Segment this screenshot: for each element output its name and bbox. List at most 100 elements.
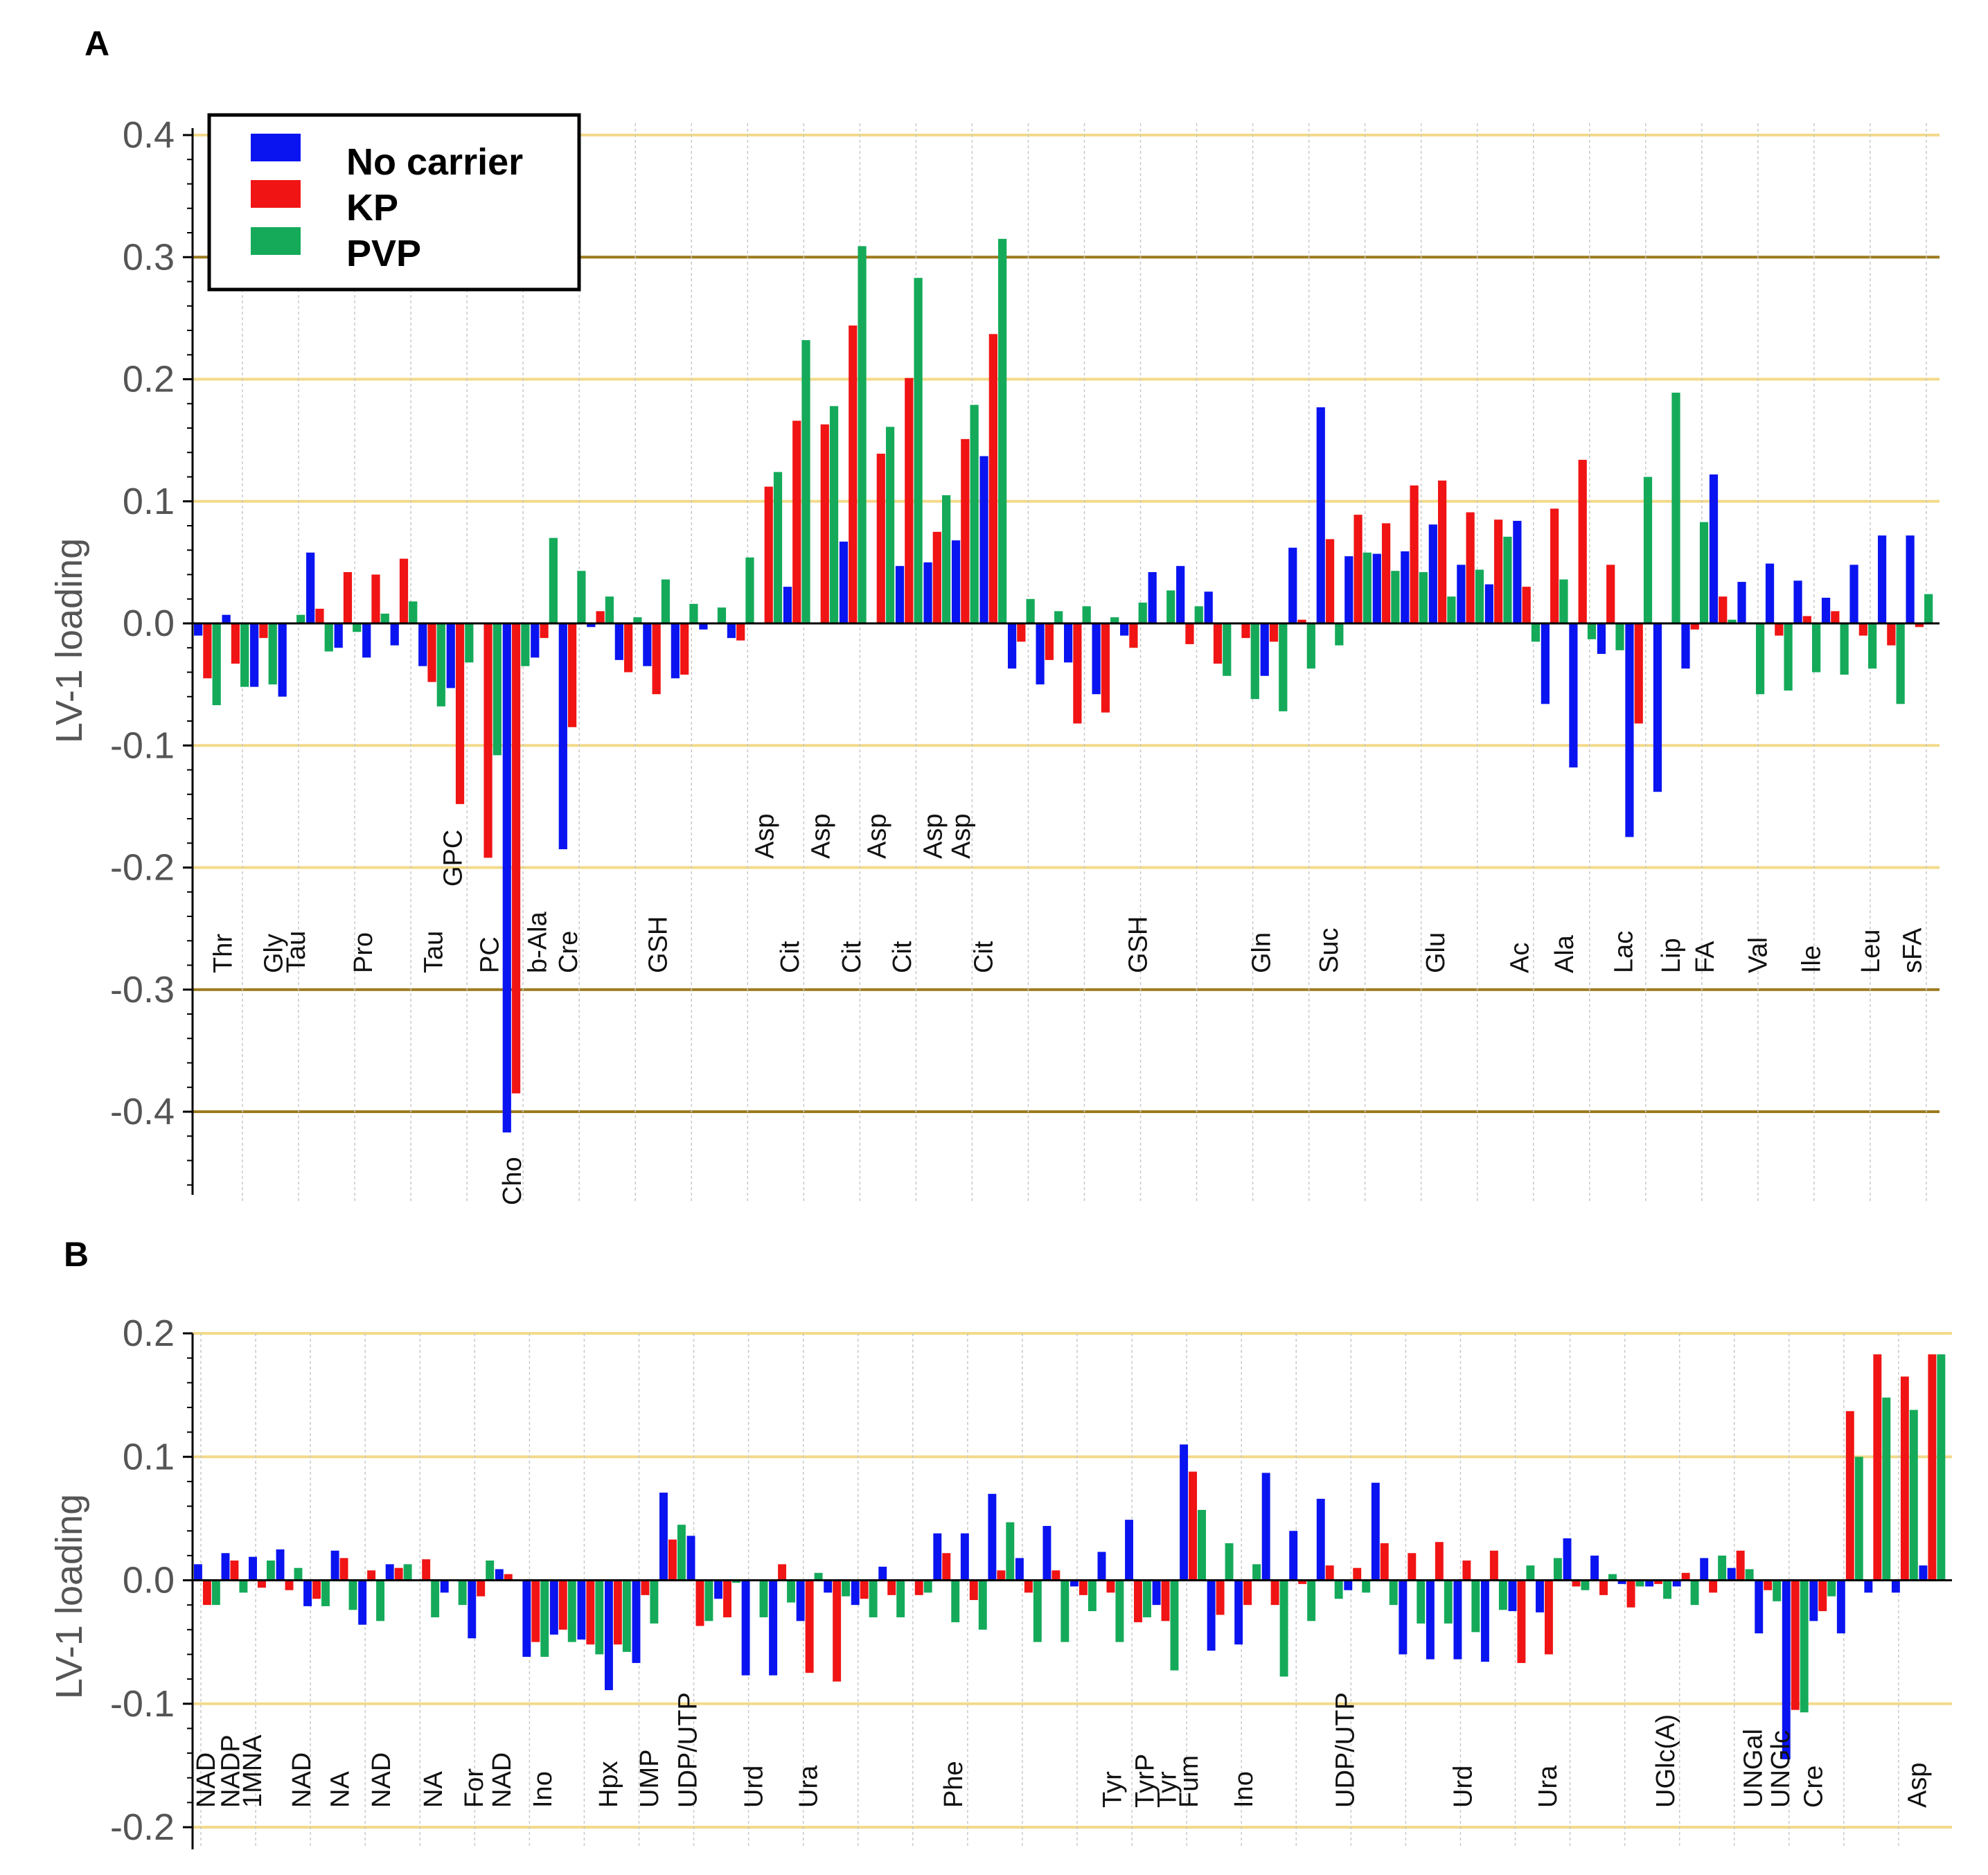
bar-no-carrier	[1064, 623, 1073, 663]
bar-kp	[1791, 1580, 1800, 1710]
bar-pvp	[1194, 606, 1203, 623]
bar-pvp	[577, 571, 586, 623]
bar-kp	[969, 1580, 978, 1601]
bar-kp	[1269, 623, 1279, 642]
bar-no-carrier	[1536, 1580, 1544, 1612]
bar-pvp	[549, 537, 558, 624]
bar-kp	[997, 1570, 1006, 1581]
bar-pvp	[1868, 623, 1877, 669]
bar-kp	[778, 1564, 787, 1581]
bar-no-carrier	[783, 587, 792, 624]
category-label: UDP/UTP	[674, 1692, 703, 1808]
category-label: NA	[419, 1771, 448, 1808]
bar-no-carrier	[549, 1580, 558, 1635]
category-label: NAD	[287, 1752, 317, 1808]
bar-no-carrier	[249, 1556, 257, 1581]
bar-pvp	[1335, 623, 1344, 646]
bar-no-carrier	[1597, 623, 1606, 655]
bar-kp	[399, 558, 409, 623]
category-label: Asp	[1903, 1763, 1933, 1808]
bar-no-carrier	[1120, 623, 1129, 636]
bar-no-carrier	[1484, 584, 1493, 623]
bar-pvp	[633, 617, 642, 623]
bar-no-carrier	[1344, 556, 1354, 623]
bar-no-carrier	[1426, 1580, 1435, 1660]
bar-kp	[1845, 1411, 1854, 1581]
category-label: Ura	[1534, 1765, 1563, 1808]
bar-pvp	[1503, 536, 1512, 623]
bar-no-carrier	[577, 1580, 586, 1640]
bar-kp	[1129, 623, 1138, 648]
bar-pvp	[486, 1560, 495, 1581]
bar-no-carrier	[933, 1533, 942, 1581]
bar-pvp	[1082, 606, 1091, 623]
bar-kp	[315, 608, 324, 623]
bar-no-carrier	[741, 1580, 750, 1676]
y-tick-label: -0.2	[110, 1806, 175, 1848]
bar-pvp	[521, 623, 530, 666]
legend-label-kp: KP	[346, 187, 398, 229]
bar-kp	[1517, 1580, 1526, 1663]
category-label: Cit	[888, 941, 917, 973]
y-tick-label: 0.1	[123, 1436, 175, 1477]
bar-pvp	[885, 427, 895, 623]
bar-pvp	[1225, 1543, 1234, 1581]
bar-pvp	[1006, 1522, 1015, 1581]
bar-pvp	[1198, 1509, 1206, 1581]
bar-no-carrier	[1563, 1538, 1572, 1581]
panel-a-bars	[194, 238, 1933, 1132]
bar-kp	[849, 325, 858, 623]
y-tick-label: 0.1	[123, 481, 175, 522]
bar-no-carrier	[1316, 407, 1325, 623]
bar-kp	[1297, 619, 1306, 623]
bar-kp	[961, 438, 970, 623]
bar-pvp	[1471, 1580, 1480, 1633]
bar-no-carrier	[558, 623, 567, 850]
bar-no-carrier	[522, 1580, 531, 1658]
category-label: Ura	[795, 1765, 824, 1808]
bar-pvp	[1054, 611, 1063, 623]
bar-kp	[723, 1580, 731, 1617]
category-label: Val	[1744, 937, 1773, 973]
bar-kp	[427, 623, 436, 682]
category-label: Hpx	[594, 1761, 623, 1808]
bar-kp	[1775, 623, 1784, 636]
bar-no-carrier	[1036, 623, 1045, 685]
bar-pvp	[1699, 522, 1709, 623]
bar-pvp	[567, 1580, 576, 1642]
bar-kp	[1462, 1560, 1471, 1581]
category-label: Leu	[1856, 930, 1885, 973]
bar-kp	[624, 623, 633, 673]
legend-label-pvp: PVP	[346, 233, 421, 274]
panel-b-y-axis: 0.2 0.1 0.0 -0.1 -0.2	[110, 1313, 1952, 1849]
bar-no-carrier	[1070, 1580, 1079, 1587]
bar-no-carrier	[895, 566, 905, 623]
bar-kp	[596, 611, 605, 623]
bar-no-carrier	[1513, 520, 1522, 623]
bar-pvp	[324, 623, 333, 652]
y-tick-label: 0.4	[123, 114, 175, 156]
y-tick-label: 0.0	[123, 1560, 175, 1601]
bar-pvp	[732, 1580, 740, 1583]
category-label: NAD	[192, 1752, 221, 1808]
bar-pvp	[266, 1560, 275, 1581]
category-label: FA	[1691, 941, 1720, 973]
bar-kp	[586, 1580, 595, 1645]
bar-kp	[1873, 1354, 1882, 1581]
bar-pvp	[1088, 1580, 1097, 1612]
bar-no-carrier	[587, 623, 596, 628]
bar-no-carrier	[358, 1580, 367, 1625]
bar-kp	[1831, 611, 1840, 623]
bar-pvp	[1937, 1354, 1946, 1581]
bar-kp	[1073, 623, 1082, 724]
bar-kp	[680, 623, 689, 675]
category-label: Gly	[259, 934, 288, 973]
bar-kp	[1719, 596, 1728, 623]
bar-pvp	[1553, 1558, 1562, 1581]
bar-no-carrier	[250, 623, 259, 687]
bar-kp	[394, 1567, 403, 1581]
bar-no-carrier	[1401, 551, 1410, 623]
bar-kp	[1325, 1565, 1334, 1581]
bar-no-carrier	[1793, 580, 1802, 623]
